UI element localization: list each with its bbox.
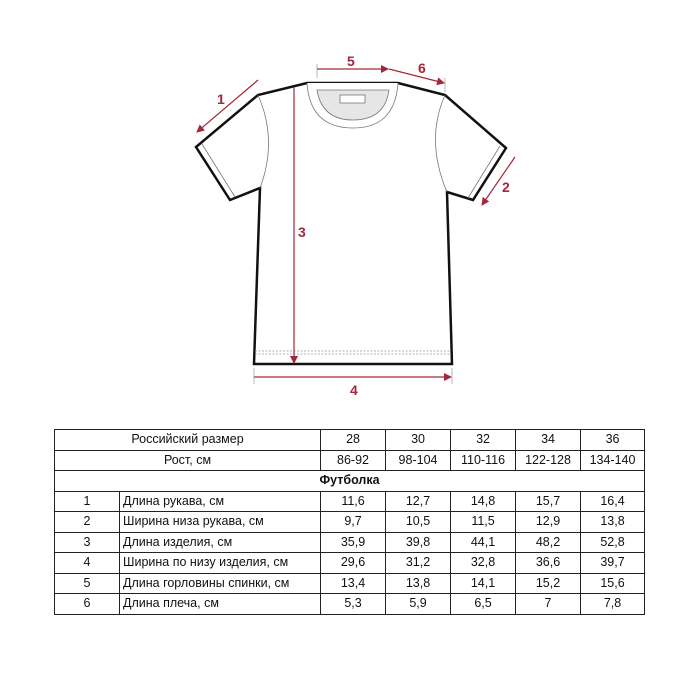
- arrow-6: [388, 68, 445, 86]
- row-number: 1: [54, 490, 120, 512]
- section-title: Футболка: [53, 470, 646, 492]
- tshirt-outline: [194, 81, 508, 366]
- value-cell: 39,7: [580, 552, 646, 574]
- value-cell: 15,6: [580, 572, 646, 594]
- section-row: Футболка: [53, 470, 646, 492]
- measure-label-1: 1: [217, 91, 225, 107]
- measure-label-5: 5: [347, 53, 355, 69]
- height-header-row: Рост, см 86-92 98-104 110-116 122-128 13…: [53, 449, 646, 471]
- value-cell: 12,7: [385, 490, 452, 512]
- value-cell: 52,8: [580, 531, 646, 553]
- row-label: Ширина низа рукава, см: [118, 511, 322, 533]
- value-cell: 11,6: [320, 490, 387, 512]
- row-label: Длина горловины спинки, см: [118, 572, 322, 594]
- size-cell: 34: [515, 429, 582, 451]
- size-cell: 36: [580, 429, 646, 451]
- table-row: 2 Ширина низа рукава, см 9,7 10,5 11,5 12,9 13…: [54, 511, 646, 533]
- value-cell: 29,6: [320, 552, 387, 574]
- measure-label-6: 6: [418, 60, 426, 76]
- height-header: Рост, см: [53, 449, 322, 471]
- tshirt-diagram: 1 2 3 4 5 6: [194, 53, 516, 398]
- height-cell: 110-116: [450, 449, 517, 471]
- value-cell: 32,8: [450, 552, 517, 574]
- arrow-1: [196, 79, 259, 133]
- row-label: Длина изделия, см: [118, 531, 322, 553]
- value-cell: 14,1: [450, 572, 517, 594]
- value-cell: 9,7: [320, 511, 387, 533]
- size-header-row: Российский размер 28 30 32 34 36: [53, 429, 646, 451]
- height-cell: 98-104: [385, 449, 452, 471]
- size-cell: 32: [450, 429, 517, 451]
- value-cell: 7: [515, 593, 582, 615]
- value-cell: 16,4: [580, 490, 646, 512]
- measure-label-3: 3: [298, 224, 306, 240]
- table-row: 5 Длина горловины спинки, см 13,4 13,8 14,1 1…: [54, 572, 646, 594]
- value-cell: 48,2: [515, 531, 582, 553]
- table-row: 6 Длина плеча, см 5,3 5,9 6,5 7 7,8: [54, 593, 646, 615]
- value-cell: 10,5: [385, 511, 452, 533]
- height-cell: 86-92: [320, 449, 387, 471]
- row-number: 6: [54, 593, 120, 615]
- row-label: Длина плеча, см: [118, 593, 322, 615]
- measure-label-2: 2: [502, 179, 510, 195]
- value-cell: 5,9: [385, 593, 452, 615]
- row-label: Ширина по низу изделия, см: [118, 552, 322, 574]
- value-cell: 12,9: [515, 511, 582, 533]
- height-cell: 134-140: [580, 449, 646, 471]
- value-cell: 14,8: [450, 490, 517, 512]
- row-label: Длина рукава, см: [118, 490, 322, 512]
- height-cell: 122-128: [515, 449, 582, 471]
- row-number: 2: [54, 511, 120, 533]
- table-row: 3 Длина изделия, см 35,9 39,8 44,1 48,2 52,8: [54, 531, 646, 553]
- value-cell: 15,7: [515, 490, 582, 512]
- table-row: 1 Длина рукава, см 11,6 12,7 14,8 15,7 16,4: [54, 490, 646, 512]
- size-cell: 30: [385, 429, 452, 451]
- size-table: Российский размер 28 30 32 34 36 Рост, с…: [53, 429, 646, 615]
- value-cell: 13,4: [320, 572, 387, 594]
- neck-label-tag: [339, 94, 366, 104]
- value-cell: 39,8: [385, 531, 452, 553]
- row-number: 4: [54, 552, 120, 574]
- value-cell: 13,8: [385, 572, 452, 594]
- value-cell: 6,5: [450, 593, 517, 615]
- measure-label-4: 4: [350, 382, 358, 398]
- size-cell: 28: [320, 429, 387, 451]
- value-cell: 13,8: [580, 511, 646, 533]
- row-number: 3: [54, 531, 120, 553]
- value-cell: 44,1: [450, 531, 517, 553]
- value-cell: 7,8: [580, 593, 646, 615]
- size-header: Российский размер: [53, 429, 322, 451]
- arrow-2: [481, 156, 516, 206]
- value-cell: 36,6: [515, 552, 582, 574]
- value-cell: 31,2: [385, 552, 452, 574]
- value-cell: 15,2: [515, 572, 582, 594]
- table-row: 4 Ширина по низу изделия, см 29,6 31,2 32,8 3…: [54, 552, 646, 574]
- row-number: 5: [54, 572, 120, 594]
- value-cell: 11,5: [450, 511, 517, 533]
- value-cell: 5,3: [320, 593, 387, 615]
- value-cell: 35,9: [320, 531, 387, 553]
- measurement-arrows: [196, 64, 516, 384]
